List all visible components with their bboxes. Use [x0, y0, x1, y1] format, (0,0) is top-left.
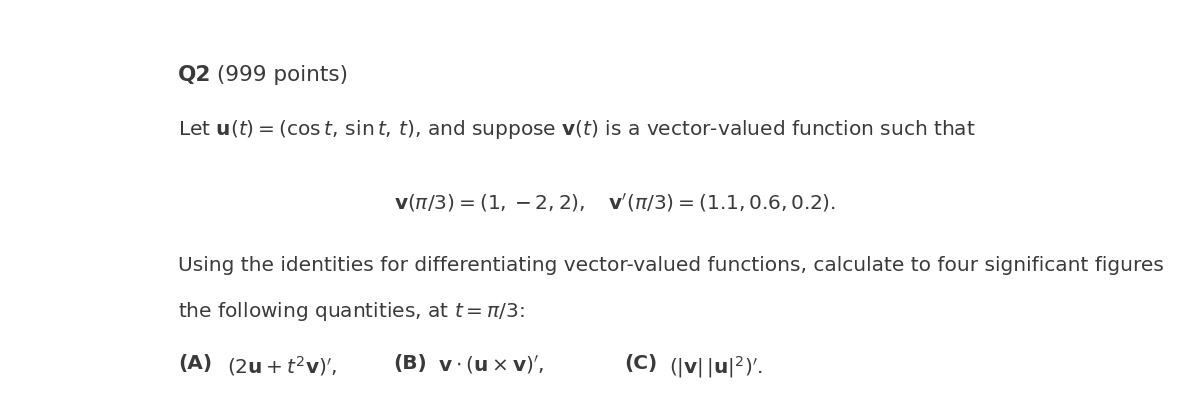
Text: (B): (B)	[394, 354, 427, 373]
Text: (C): (C)	[624, 354, 658, 373]
Text: the following quantities, at $t = \pi/3$:: the following quantities, at $t = \pi/3$…	[178, 300, 524, 323]
Text: Using the identities for differentiating vector-valued functions, calculate to f: Using the identities for differentiating…	[178, 256, 1164, 275]
Text: $(2\mathbf{u} + t^2 \mathbf{v})',$: $(2\mathbf{u} + t^2 \mathbf{v})',$	[227, 354, 337, 378]
Text: $\mathbf{v}(\pi/3) = (1, -2, 2), \quad \mathbf{v}'(\pi/3) = (1.1, 0.6, 0.2).$: $\mathbf{v}(\pi/3) = (1, -2, 2), \quad \…	[394, 192, 836, 214]
Text: $(|\mathbf{v}|\, |\mathbf{u}|^2)'.$: $(|\mathbf{v}|\, |\mathbf{u}|^2)'.$	[668, 354, 763, 380]
Text: (999 points): (999 points)	[210, 65, 348, 84]
Text: $\mathbf{v} \cdot (\mathbf{u} \times \mathbf{v})',$: $\mathbf{v} \cdot (\mathbf{u} \times \ma…	[438, 354, 545, 377]
Text: (A): (A)	[178, 354, 212, 373]
Text: Q2: Q2	[178, 65, 211, 84]
Text: Let $\mathbf{u}(t) = (\cos t,\, \sin t,\, t)$, and suppose $\mathbf{v}(t)$ is a : Let $\mathbf{u}(t) = (\cos t,\, \sin t,\…	[178, 118, 976, 141]
